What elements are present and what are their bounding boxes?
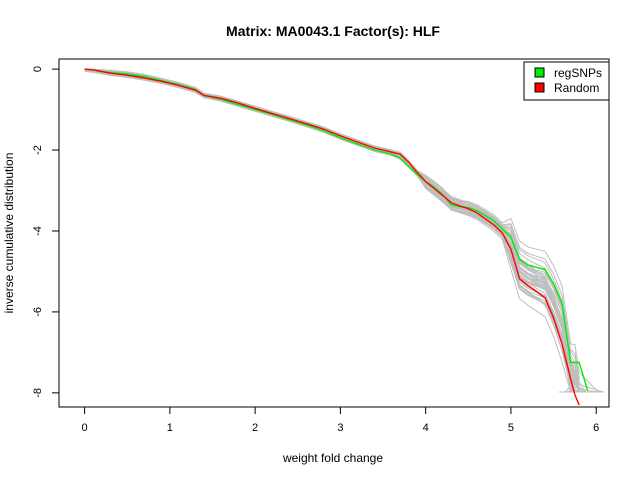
chart-title: Matrix: MA0043.1 Factor(s): HLF <box>226 23 440 39</box>
y-tick-label: 0 <box>32 66 44 72</box>
y-axis-label: inverse cumulative distribution <box>2 153 16 314</box>
x-tick-label: 1 <box>167 422 173 434</box>
x-tick-label: 5 <box>508 422 514 434</box>
y-tick-label: -2 <box>32 145 44 155</box>
series-line-regsnps <box>84 68 589 392</box>
x-tick-label: 4 <box>423 422 429 434</box>
series-lines <box>84 68 589 406</box>
legend-swatch-regsnps <box>534 67 545 78</box>
x-tick-label: 6 <box>593 422 599 434</box>
series-line-random <box>84 68 580 406</box>
legend-swatch-random <box>534 82 545 93</box>
x-tick-label: 2 <box>252 422 258 434</box>
x-tick-label: 0 <box>82 422 88 434</box>
legend: regSNPs Random <box>523 61 610 101</box>
x-axis-label: weight fold change <box>282 451 383 465</box>
y-tick-label: -6 <box>32 307 44 317</box>
legend-label-regsnps: regSNPs <box>554 66 602 80</box>
legend-label-random: Random <box>554 81 599 95</box>
y-axis: 0 -2 -4 -6 -8 <box>32 66 59 398</box>
y-tick-label: -4 <box>32 226 44 236</box>
x-axis: 0 1 2 3 4 5 6 <box>82 407 599 434</box>
x-tick-label: 3 <box>337 422 343 434</box>
y-tick-label: -8 <box>32 388 44 398</box>
plot-frame <box>58 58 610 408</box>
